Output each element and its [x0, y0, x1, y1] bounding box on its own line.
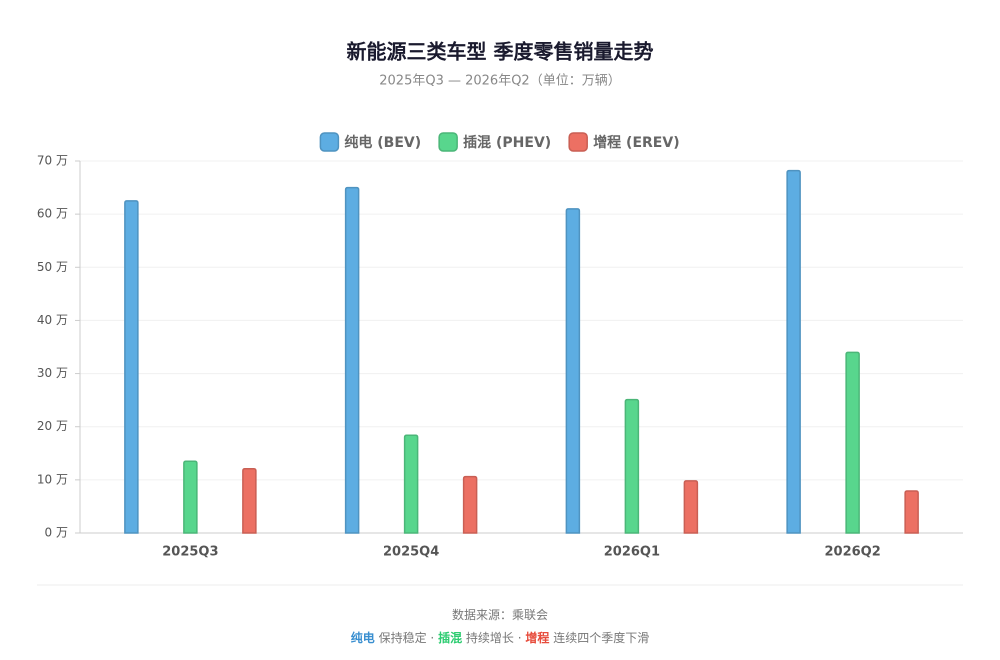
y-tick-label: 30 万 — [37, 366, 68, 380]
bar — [124, 200, 139, 534]
y-tick-label: 50 万 — [37, 260, 68, 274]
y-tick-label: 0 万 — [45, 526, 68, 540]
note-label: 纯电 — [350, 631, 375, 645]
legend-label: 增程 (EREV) — [593, 134, 679, 151]
note-label: 增程 — [525, 631, 550, 645]
y-tick-label: 40 万 — [37, 313, 68, 327]
bar — [183, 460, 198, 534]
bar — [624, 398, 640, 534]
bar — [403, 434, 419, 534]
note-text: 连续四个季度下滑 — [553, 631, 650, 645]
legend-swatch — [568, 132, 588, 152]
bar — [344, 186, 360, 534]
y-tick-label: 60 万 — [37, 207, 68, 221]
legend-label: 插混 (PHEV) — [463, 134, 551, 151]
bar — [565, 208, 581, 534]
note-text: 保持稳定 · — [378, 631, 435, 645]
x-tick-label: 2025Q4 — [383, 545, 439, 560]
notes: 纯电 保持稳定 · 插混 持续增长 · 增程 连续四个季度下滑 — [0, 629, 1000, 646]
bar — [904, 490, 919, 534]
bar — [683, 480, 699, 534]
source: 数据来源：乘联会 — [451, 608, 548, 622]
bar — [242, 467, 257, 534]
legend-swatch — [438, 132, 458, 152]
x-tick-label: 2026Q1 — [604, 545, 660, 560]
chart-title: 新能源三类车型 季度零售销量走势 — [347, 40, 654, 64]
legend-swatch — [319, 132, 340, 152]
note-text: 持续增长 · — [465, 631, 522, 645]
note-label: 插混 — [438, 631, 463, 645]
bar — [786, 169, 801, 534]
bar — [845, 351, 860, 534]
chart: 新能源三类车型 季度零售销量走势 2025年Q3 — 2026年Q2（单位：万辆… — [37, 40, 963, 586]
x-tick-label: 2026Q2 — [824, 545, 880, 560]
y-tick-label: 70 万 — [37, 154, 68, 168]
y-tick-label: 20 万 — [37, 419, 68, 433]
y-tick-label: 10 万 — [37, 472, 68, 486]
bar — [462, 475, 478, 534]
x-tick-label: 2025Q3 — [162, 545, 218, 560]
legend-label: 纯电 (BEV) — [344, 134, 421, 151]
chart-subtitle: 2025年Q3 — 2026年Q2（单位：万辆） — [379, 74, 620, 89]
